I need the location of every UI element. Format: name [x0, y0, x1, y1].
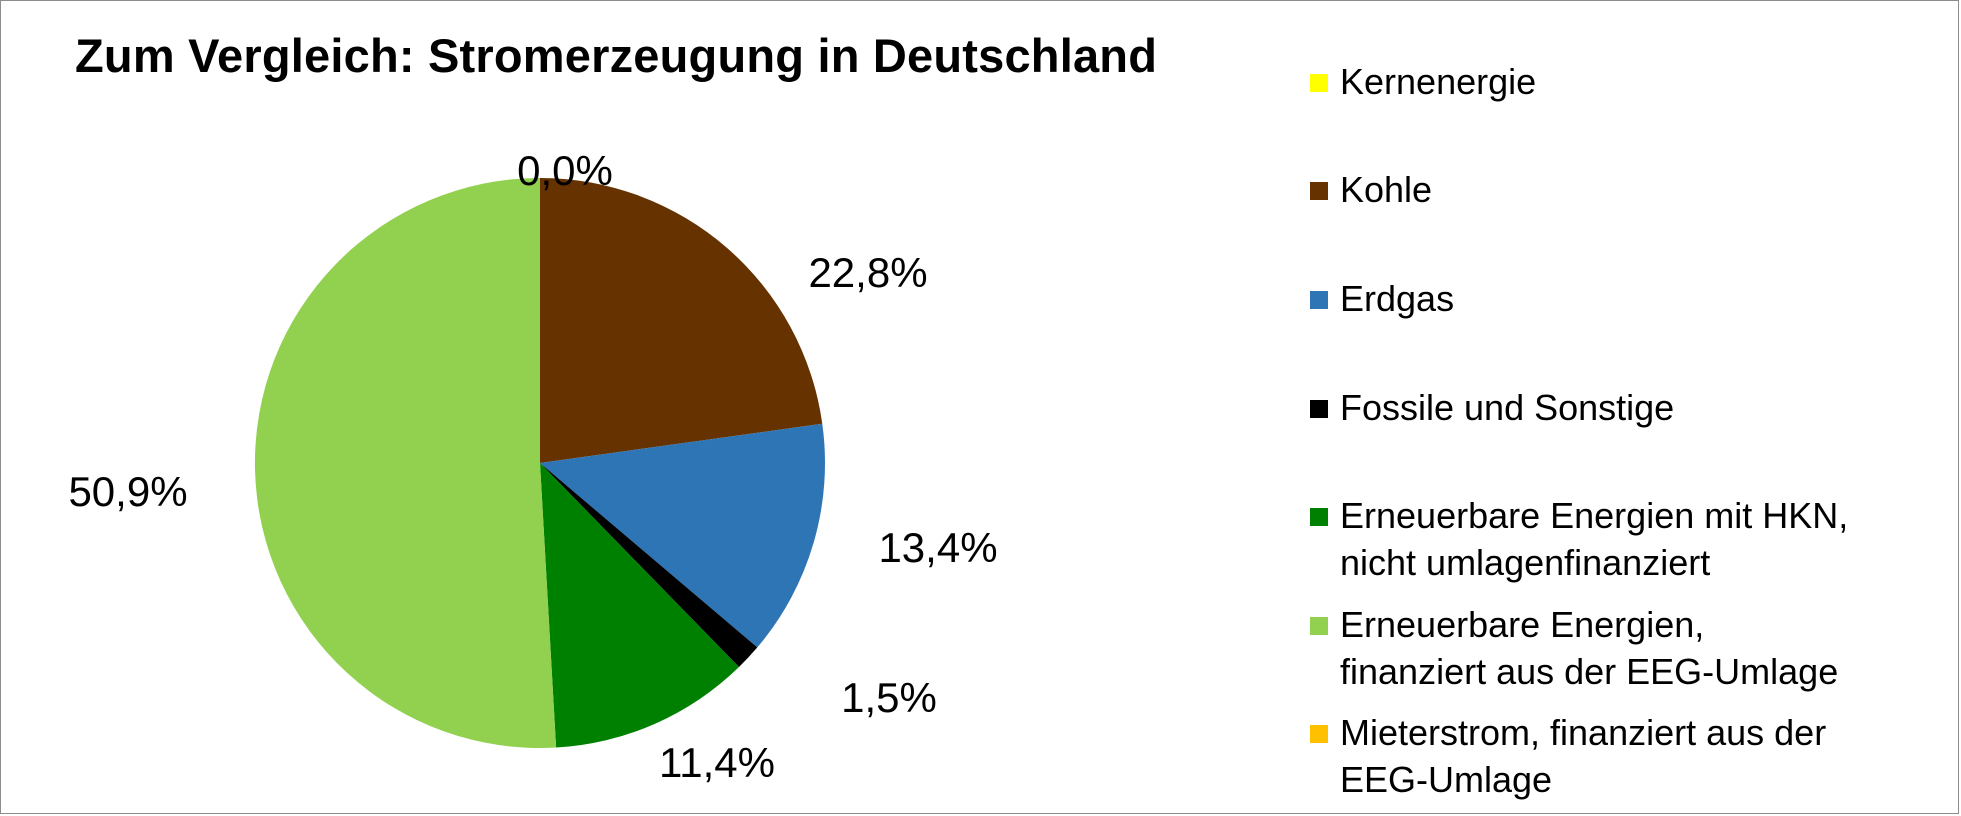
legend-swatch-6 — [1310, 725, 1328, 743]
pie-slice-1 — [540, 178, 823, 463]
pie-slice-3 — [540, 463, 758, 668]
slice-label-3: 1,5% — [841, 674, 937, 721]
legend-swatch-0 — [1310, 74, 1328, 92]
slice-label-1: 22,8% — [808, 249, 927, 296]
pie-slice-4 — [540, 463, 739, 748]
chart-title: Zum Vergleich: Stromerzeugung in Deutsch… — [75, 29, 1158, 82]
legend-label-6: Mieterstrom, finanziert aus der EEG-Umla… — [1340, 712, 1827, 800]
legend-label-2: Erdgas — [1340, 278, 1455, 319]
legend-label-3: Fossile und Sonstige — [1340, 387, 1675, 428]
legend-swatch-4 — [1310, 508, 1328, 526]
legend-item-2: Erdgas — [1310, 275, 1940, 322]
legend-label-1: Kohle — [1340, 169, 1433, 210]
legend-item-6: Mieterstrom, finanziert aus der EEG-Umla… — [1310, 709, 1940, 803]
slice-label-2: 13,4% — [878, 524, 997, 571]
legend-item-4: Erneuerbare Energien mit HKN, nicht umla… — [1310, 492, 1940, 586]
pie-slice-5 — [254, 178, 557, 748]
legend-swatch-2 — [1310, 291, 1328, 309]
legend-label-5: Erneuerbare Energien, finanziert aus der… — [1340, 604, 1839, 692]
legend-item-1: Kohle — [1310, 166, 1940, 213]
legend-item-0: Kernenergie — [1310, 58, 1940, 105]
legend-item-3: Fossile und Sonstige — [1310, 384, 1940, 431]
pie-slice-2 — [540, 423, 825, 648]
legend-swatch-1 — [1310, 182, 1328, 200]
slice-label-5: 50,9% — [68, 468, 187, 515]
legend-item-5: Erneuerbare Energien, finanziert aus der… — [1310, 601, 1940, 695]
legend-swatch-3 — [1310, 400, 1328, 418]
slice-label-4: 11,4% — [659, 739, 775, 786]
legend-label-0: Kernenergie — [1340, 61, 1537, 102]
slice-label-0: 0,0% — [517, 147, 613, 194]
legend-swatch-5 — [1310, 617, 1328, 635]
legend-label-4: Erneuerbare Energien mit HKN, nicht umla… — [1340, 495, 1849, 583]
